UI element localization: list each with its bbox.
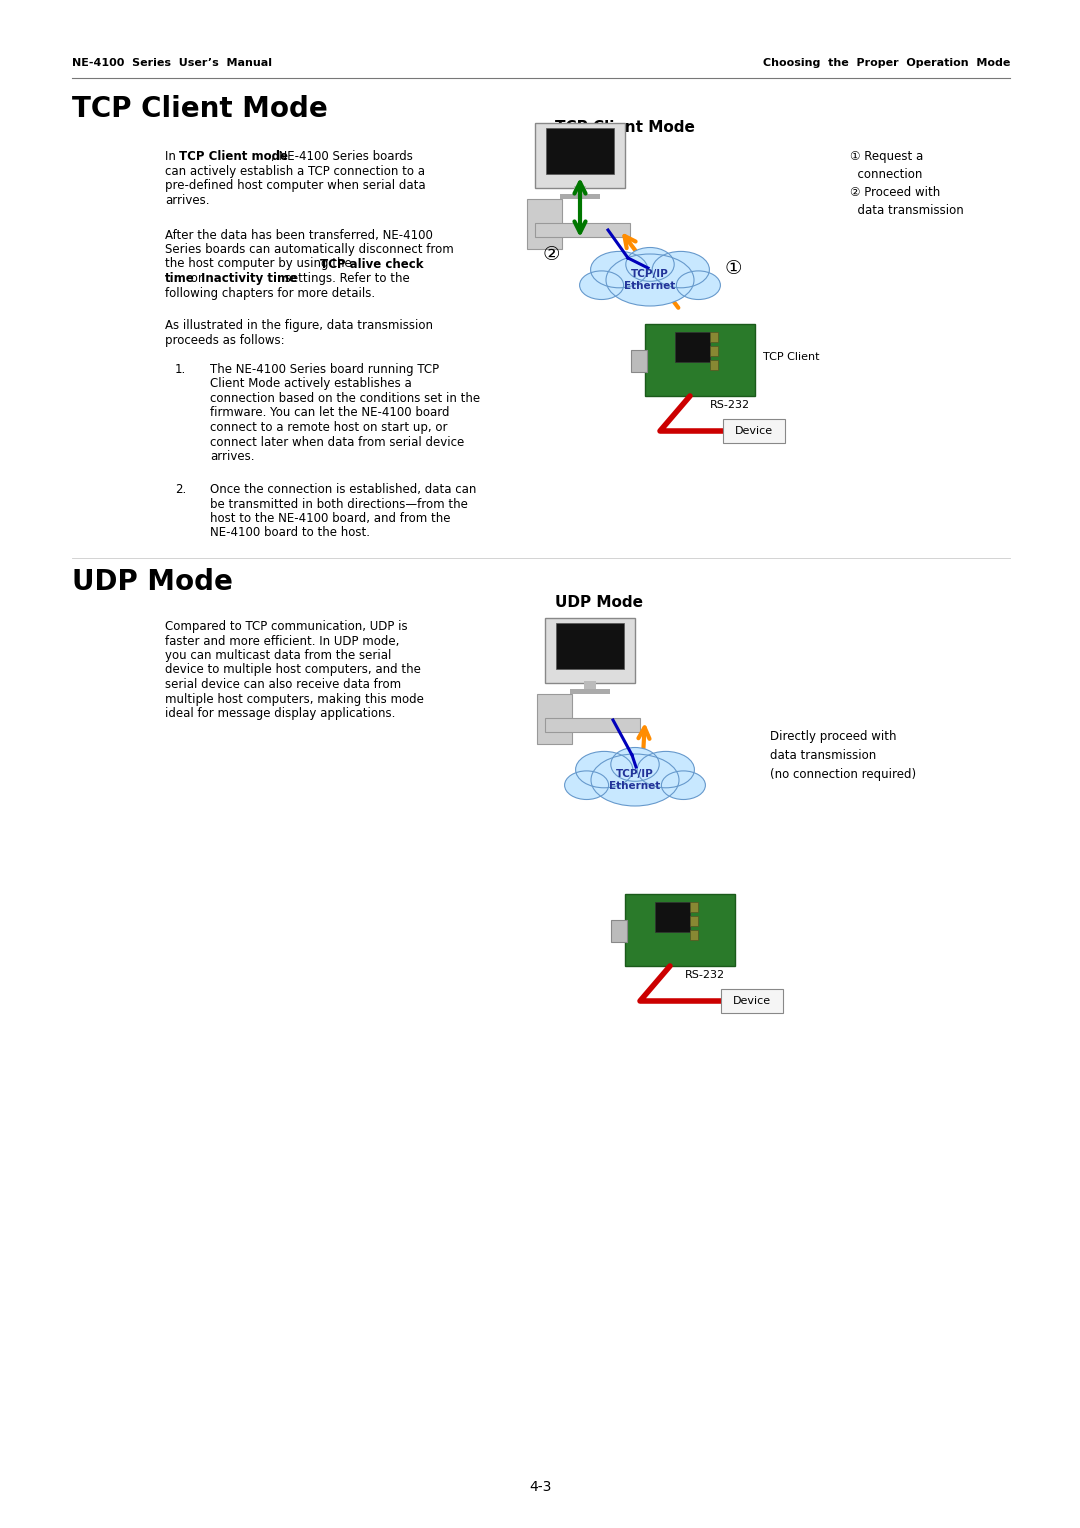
Text: host to the NE-4100 board, and from the: host to the NE-4100 board, and from the xyxy=(210,512,450,526)
Text: ①: ① xyxy=(725,258,743,278)
Text: , NE-4100 Series boards: , NE-4100 Series boards xyxy=(271,150,413,163)
Text: TCP alive check: TCP alive check xyxy=(320,258,423,270)
Bar xyxy=(545,718,640,732)
Ellipse shape xyxy=(591,252,648,287)
Text: arrives.: arrives. xyxy=(165,194,210,206)
Text: following chapters for more details.: following chapters for more details. xyxy=(165,287,375,299)
Text: be transmitted in both directions—from the: be transmitted in both directions—from t… xyxy=(210,498,468,510)
Text: After the data has been transferred, NE-4100: After the data has been transferred, NE-… xyxy=(165,229,433,241)
Bar xyxy=(527,199,562,249)
Text: Directly proceed with
data transmission
(no connection required): Directly proceed with data transmission … xyxy=(770,730,916,781)
Bar xyxy=(645,324,755,396)
Bar xyxy=(710,332,718,342)
Text: The NE-4100 Series board running TCP: The NE-4100 Series board running TCP xyxy=(210,364,440,376)
Bar xyxy=(710,361,718,370)
Bar xyxy=(710,345,718,356)
Text: Client Mode actively establishes a: Client Mode actively establishes a xyxy=(210,377,411,391)
Text: ②: ② xyxy=(543,246,561,264)
Text: ideal for message display applications.: ideal for message display applications. xyxy=(165,707,395,720)
Ellipse shape xyxy=(676,270,720,299)
Text: firmware. You can let the NE-4100 board: firmware. You can let the NE-4100 board xyxy=(210,406,449,420)
Text: TCP/IP
Ethernet: TCP/IP Ethernet xyxy=(624,269,676,290)
Bar xyxy=(625,894,735,966)
Bar xyxy=(545,617,635,683)
Bar xyxy=(537,694,572,744)
Ellipse shape xyxy=(591,753,679,805)
Text: Inactivity time: Inactivity time xyxy=(201,272,297,286)
Text: 1.: 1. xyxy=(175,364,186,376)
Ellipse shape xyxy=(580,270,623,299)
Bar xyxy=(675,332,710,362)
Bar xyxy=(573,185,586,194)
Text: serial device can also receive data from: serial device can also receive data from xyxy=(165,678,401,691)
FancyBboxPatch shape xyxy=(721,989,783,1013)
Text: TCP Client: TCP Client xyxy=(762,351,820,362)
Text: TCP Client Mode: TCP Client Mode xyxy=(72,95,327,122)
Text: Series boards can automatically disconnect from: Series boards can automatically disconne… xyxy=(165,243,454,257)
Bar xyxy=(654,902,690,932)
Text: device to multiple host computers, and the: device to multiple host computers, and t… xyxy=(165,663,421,677)
Ellipse shape xyxy=(637,752,694,788)
Text: or: or xyxy=(187,272,206,286)
Text: Device: Device xyxy=(734,426,773,435)
Text: can actively establish a TCP connection to a: can actively establish a TCP connection … xyxy=(165,165,426,177)
Bar xyxy=(584,680,596,689)
Bar xyxy=(690,902,698,912)
Text: TCP Client Mode: TCP Client Mode xyxy=(555,121,694,134)
Text: the host computer by using the: the host computer by using the xyxy=(165,258,355,270)
Ellipse shape xyxy=(576,752,633,788)
Text: As illustrated in the figure, data transmission: As illustrated in the figure, data trans… xyxy=(165,319,433,333)
Text: arrives.: arrives. xyxy=(210,451,255,463)
Text: UDP Mode: UDP Mode xyxy=(555,594,643,610)
Bar xyxy=(570,689,610,694)
Text: Device: Device xyxy=(733,996,771,1005)
Text: UDP Mode: UDP Mode xyxy=(72,568,233,596)
Text: Compared to TCP communication, UDP is: Compared to TCP communication, UDP is xyxy=(165,620,407,633)
Bar xyxy=(631,350,647,371)
Text: Once the connection is established, data can: Once the connection is established, data… xyxy=(210,483,476,497)
Bar xyxy=(535,223,630,237)
Text: NE-4100 board to the host.: NE-4100 board to the host. xyxy=(210,527,370,539)
Text: RS-232: RS-232 xyxy=(710,400,751,410)
Ellipse shape xyxy=(625,248,674,281)
Ellipse shape xyxy=(565,772,609,799)
Text: TCP/IP
Ethernet: TCP/IP Ethernet xyxy=(609,769,661,792)
Bar xyxy=(546,128,615,174)
Text: faster and more efficient. In UDP mode,: faster and more efficient. In UDP mode, xyxy=(165,634,400,648)
Bar xyxy=(690,915,698,926)
Text: Choosing  the  Proper  Operation  Mode: Choosing the Proper Operation Mode xyxy=(762,58,1010,69)
Text: time: time xyxy=(165,272,194,286)
Text: proceeds as follows:: proceeds as follows: xyxy=(165,335,285,347)
Text: settings. Refer to the: settings. Refer to the xyxy=(281,272,409,286)
Bar xyxy=(535,122,625,188)
Bar xyxy=(690,931,698,940)
Ellipse shape xyxy=(652,252,710,287)
Text: connect later when data from serial device: connect later when data from serial devi… xyxy=(210,435,464,449)
Text: pre-defined host computer when serial data: pre-defined host computer when serial da… xyxy=(165,179,426,193)
Text: connect to a remote host on start up, or: connect to a remote host on start up, or xyxy=(210,422,447,434)
Text: NE-4100  Series  User’s  Manual: NE-4100 Series User’s Manual xyxy=(72,58,272,69)
Ellipse shape xyxy=(661,772,705,799)
Ellipse shape xyxy=(606,254,694,306)
Text: In: In xyxy=(165,150,179,163)
Text: 2.: 2. xyxy=(175,483,186,497)
Bar xyxy=(611,920,627,941)
FancyBboxPatch shape xyxy=(723,419,785,443)
Text: multiple host computers, making this mode: multiple host computers, making this mod… xyxy=(165,692,423,706)
Text: connection based on the conditions set in the: connection based on the conditions set i… xyxy=(210,393,481,405)
Text: RS-232: RS-232 xyxy=(685,970,725,979)
Text: you can multicast data from the serial: you can multicast data from the serial xyxy=(165,649,391,662)
Ellipse shape xyxy=(611,747,659,781)
Text: ① Request a
  connection
② Proceed with
  data transmission: ① Request a connection ② Proceed with da… xyxy=(850,150,963,217)
Bar xyxy=(556,623,624,669)
Text: 4-3: 4-3 xyxy=(529,1481,551,1494)
Text: TCP Client mode: TCP Client mode xyxy=(179,150,288,163)
Bar xyxy=(561,194,600,199)
